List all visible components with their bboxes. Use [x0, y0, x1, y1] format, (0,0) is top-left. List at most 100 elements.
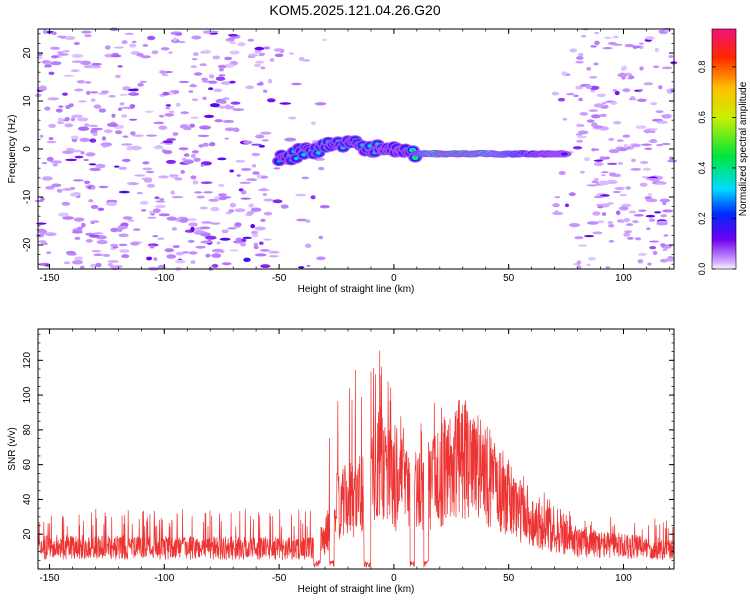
spectrogram-noise-cell [211, 263, 219, 268]
spectrogram-noise-cell [64, 117, 70, 121]
colorbar-tick-label: 0.0 [697, 263, 707, 276]
spectrogram-noise-cell [652, 250, 658, 256]
colorbar-segment [712, 199, 736, 202]
spectrogram-x-tick-label: 100 [615, 273, 632, 284]
spectrogram-noise-cell [628, 210, 637, 214]
colorbar-segment [712, 239, 736, 242]
spectrogram-noise-cell [73, 217, 85, 222]
snr-y-tick-label: 100 [22, 386, 33, 403]
spectrogram-x-tick-label: -150 [39, 273, 59, 284]
spectrogram-noise-cell [213, 88, 223, 93]
spectrogram-noise-cell [623, 143, 628, 149]
spectrogram-noise-cell [251, 164, 257, 168]
colorbar-segment [712, 63, 736, 66]
colorbar-segment [712, 159, 736, 162]
spectrogram-noise-cell [171, 227, 177, 231]
colorbar-segment [712, 173, 736, 176]
spectrogram-noise-cell [200, 163, 205, 167]
spectrogram-noise-cell [616, 210, 621, 216]
spectrogram-noise-cell [256, 82, 264, 86]
spectrogram-noise-cell [263, 46, 271, 50]
spectrogram-ridge-cell [294, 157, 299, 160]
spectrogram-noise-cell [208, 87, 214, 91]
colorbar-segment [712, 263, 736, 266]
spectrogram-noise-cell [568, 192, 576, 197]
spectrogram-noise-cell [50, 61, 62, 66]
colorbar-gradient [712, 29, 736, 270]
spectrogram-noise-cell [171, 195, 184, 199]
spectrogram-noise-cell [314, 102, 327, 106]
spectrogram-noise-cell [56, 35, 65, 38]
spectrogram-noise-cell [624, 43, 635, 48]
colorbar-segment [712, 141, 736, 144]
spectrogram-noise-cell [554, 196, 561, 199]
spectrogram-noise-cell [121, 143, 133, 146]
spectrogram-noise-cell [199, 125, 212, 130]
colorbar-segment [712, 249, 736, 252]
spectrogram-noise-cell [83, 158, 89, 162]
spectrogram-noise-cell [85, 152, 96, 157]
spectrogram-noise-cell [614, 90, 620, 96]
spectrogram-noise-cell [119, 93, 128, 96]
spectrogram-noise-cell [552, 203, 560, 208]
spectrogram-noise-cell [280, 204, 289, 209]
colorbar-segment [712, 147, 736, 150]
spectrogram-noise-cell [218, 68, 224, 72]
colorbar-segment [712, 165, 736, 168]
spectrogram-noise-cell [627, 237, 634, 240]
spectrogram-noise-cell [209, 74, 215, 79]
spectrogram-noise-cell [654, 211, 662, 214]
spectrogram-noise-cell [219, 237, 231, 241]
spectrogram-noise-cell [65, 250, 76, 255]
spectrogram-noise-cell [291, 82, 302, 86]
spectrogram-x-axis-label: Height of straight line (km) [298, 284, 415, 295]
colorbar-segment [712, 83, 736, 86]
spectrogram-noise-cell [162, 140, 173, 144]
spectrogram-noise-cell [164, 248, 175, 253]
spectrogram-noise-cell [214, 196, 221, 199]
spectrogram-noise-cell [152, 235, 159, 238]
spectrogram-noise-cell [153, 121, 165, 125]
spectrogram-noise-cell [608, 149, 620, 154]
colorbar-segment [712, 201, 736, 204]
spectrogram-noise-cell [240, 190, 247, 195]
colorbar-segment [712, 245, 736, 248]
spectrogram-noise-cell [229, 202, 237, 208]
spectrogram-noise-cell [658, 85, 663, 90]
spectrogram-noise-cell [609, 174, 620, 177]
spectrogram-noise-cell [172, 37, 178, 42]
spectrogram-noise-cell [154, 196, 160, 200]
spectrogram-noise-cell [58, 105, 64, 108]
colorbar-segment [712, 177, 736, 180]
colorbar-segment [712, 217, 736, 220]
colorbar-segment [712, 81, 736, 84]
spectrogram-noise-cell [645, 198, 658, 203]
spectrogram-noise-cell [166, 216, 177, 221]
spectrogram-noise-cell [158, 175, 169, 179]
spectrogram-noise-cell [606, 202, 615, 205]
spectrogram-noise-cell [117, 228, 123, 232]
spectrogram-noise-cell [551, 91, 560, 96]
spectrogram-noise-cell [656, 120, 668, 124]
spectrogram-noise-cell [622, 88, 631, 93]
spectrogram-noise-cell [601, 174, 606, 177]
spectrogram-noise-cell [48, 71, 55, 76]
colorbar-segment [712, 65, 736, 68]
spectrogram-noise-cell [260, 131, 272, 135]
spectrogram-noise-cell [318, 235, 324, 240]
spectrogram-noise-cell [311, 121, 316, 125]
spectrogram-noise-cell [633, 214, 644, 217]
spectrogram-noise-cell [562, 118, 568, 121]
spectrogram-noise-cell [201, 77, 208, 81]
spectrogram-noise-cell [653, 65, 660, 69]
spectrogram-noise-cell [306, 264, 311, 267]
spectrogram-noise-cell [561, 71, 568, 76]
spectrogram-noise-cell [618, 147, 628, 152]
colorbar-segment [712, 227, 736, 230]
spectrogram-noise-cell [637, 252, 647, 256]
spectrogram-y-ticks: 20 10 0 -10 -20 [22, 33, 674, 265]
spectrogram-noise-cell [640, 160, 649, 165]
spectrogram-noise-cell [48, 137, 54, 141]
spectrogram-noise-cell [637, 259, 644, 264]
spectrogram-noise-cell [151, 50, 159, 55]
